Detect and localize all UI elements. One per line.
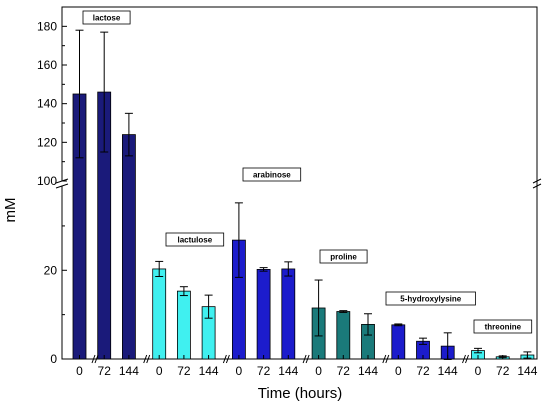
- group-label: lactose: [93, 14, 121, 23]
- x-tick-label: 0: [475, 364, 482, 378]
- y-tick-label: 0: [50, 352, 57, 366]
- y-tick-label: 160: [37, 58, 57, 72]
- group-label: proline: [330, 253, 357, 262]
- group-label: 5-hydroxylysine: [400, 295, 461, 304]
- x-break-mark: [91, 354, 96, 364]
- x-break-mark: [305, 354, 310, 364]
- x-tick-label: 0: [156, 364, 163, 378]
- group-label-box: [242, 167, 302, 182]
- group-label: lactulose: [178, 236, 213, 245]
- x-break-mark: [465, 354, 469, 364]
- x-break-mark: [382, 354, 387, 364]
- group-label-box: [165, 232, 225, 247]
- group-label-box: [82, 10, 131, 25]
- x-tick-label: 144: [358, 364, 378, 378]
- x-tick-label: 72: [98, 364, 112, 378]
- x-tick-label: 144: [119, 364, 139, 378]
- x-tick-label: 72: [257, 364, 271, 378]
- x-tick-label: 0: [76, 364, 83, 378]
- x-break-mark: [462, 354, 466, 364]
- y-axis-title: mM: [2, 198, 19, 223]
- x-tick-label: 144: [517, 364, 537, 378]
- group-label: threonine: [485, 323, 522, 332]
- bar-arabinose-72: [256, 268, 271, 360]
- x-tick-label: 0: [315, 364, 322, 378]
- x-break-mark: [143, 354, 148, 364]
- group-label: arabinose: [253, 171, 291, 180]
- bar-arabinose-144: [281, 268, 296, 360]
- bar-lactulose-0: [152, 268, 167, 360]
- y-tick-label: 20: [44, 263, 58, 277]
- x-tick-label: 144: [199, 364, 219, 378]
- y-tick-label: 120: [37, 135, 57, 149]
- group-label-box: [473, 319, 533, 334]
- x-tick-label: 0: [236, 364, 243, 378]
- x-break-mark: [302, 354, 307, 364]
- x-tick-label: 72: [337, 364, 351, 378]
- x-tick-label: 72: [496, 364, 510, 378]
- group-label-box: [385, 291, 476, 306]
- x-break-mark: [222, 354, 227, 364]
- y-tick-label: 100: [37, 174, 57, 188]
- bar-5-hydroxylysine-0: [391, 324, 406, 360]
- bar-lactulose-72: [176, 290, 191, 360]
- group-label-box: [319, 249, 368, 264]
- x-tick-label: 72: [177, 364, 191, 378]
- axis-break-mark: [532, 178, 542, 184]
- x-tick-label: 144: [278, 364, 298, 378]
- axis-break-mark: [55, 183, 69, 189]
- y-tick-label: 180: [37, 19, 57, 33]
- axis-break-gap: [56, 181, 68, 186]
- bar-lactose-144: [122, 134, 136, 360]
- axis-break-mark: [532, 183, 542, 189]
- bar-proline-72: [336, 311, 351, 360]
- x-break-mark: [385, 354, 390, 364]
- x-tick-label: 0: [395, 364, 402, 378]
- y-tick-label: 140: [37, 97, 57, 111]
- x-axis-title: Time (hours): [258, 385, 342, 402]
- x-break-mark: [94, 354, 99, 364]
- x-break-mark: [146, 354, 151, 364]
- x-tick-label: 72: [416, 364, 430, 378]
- x-tick-label: 144: [438, 364, 458, 378]
- x-break-mark: [225, 354, 230, 364]
